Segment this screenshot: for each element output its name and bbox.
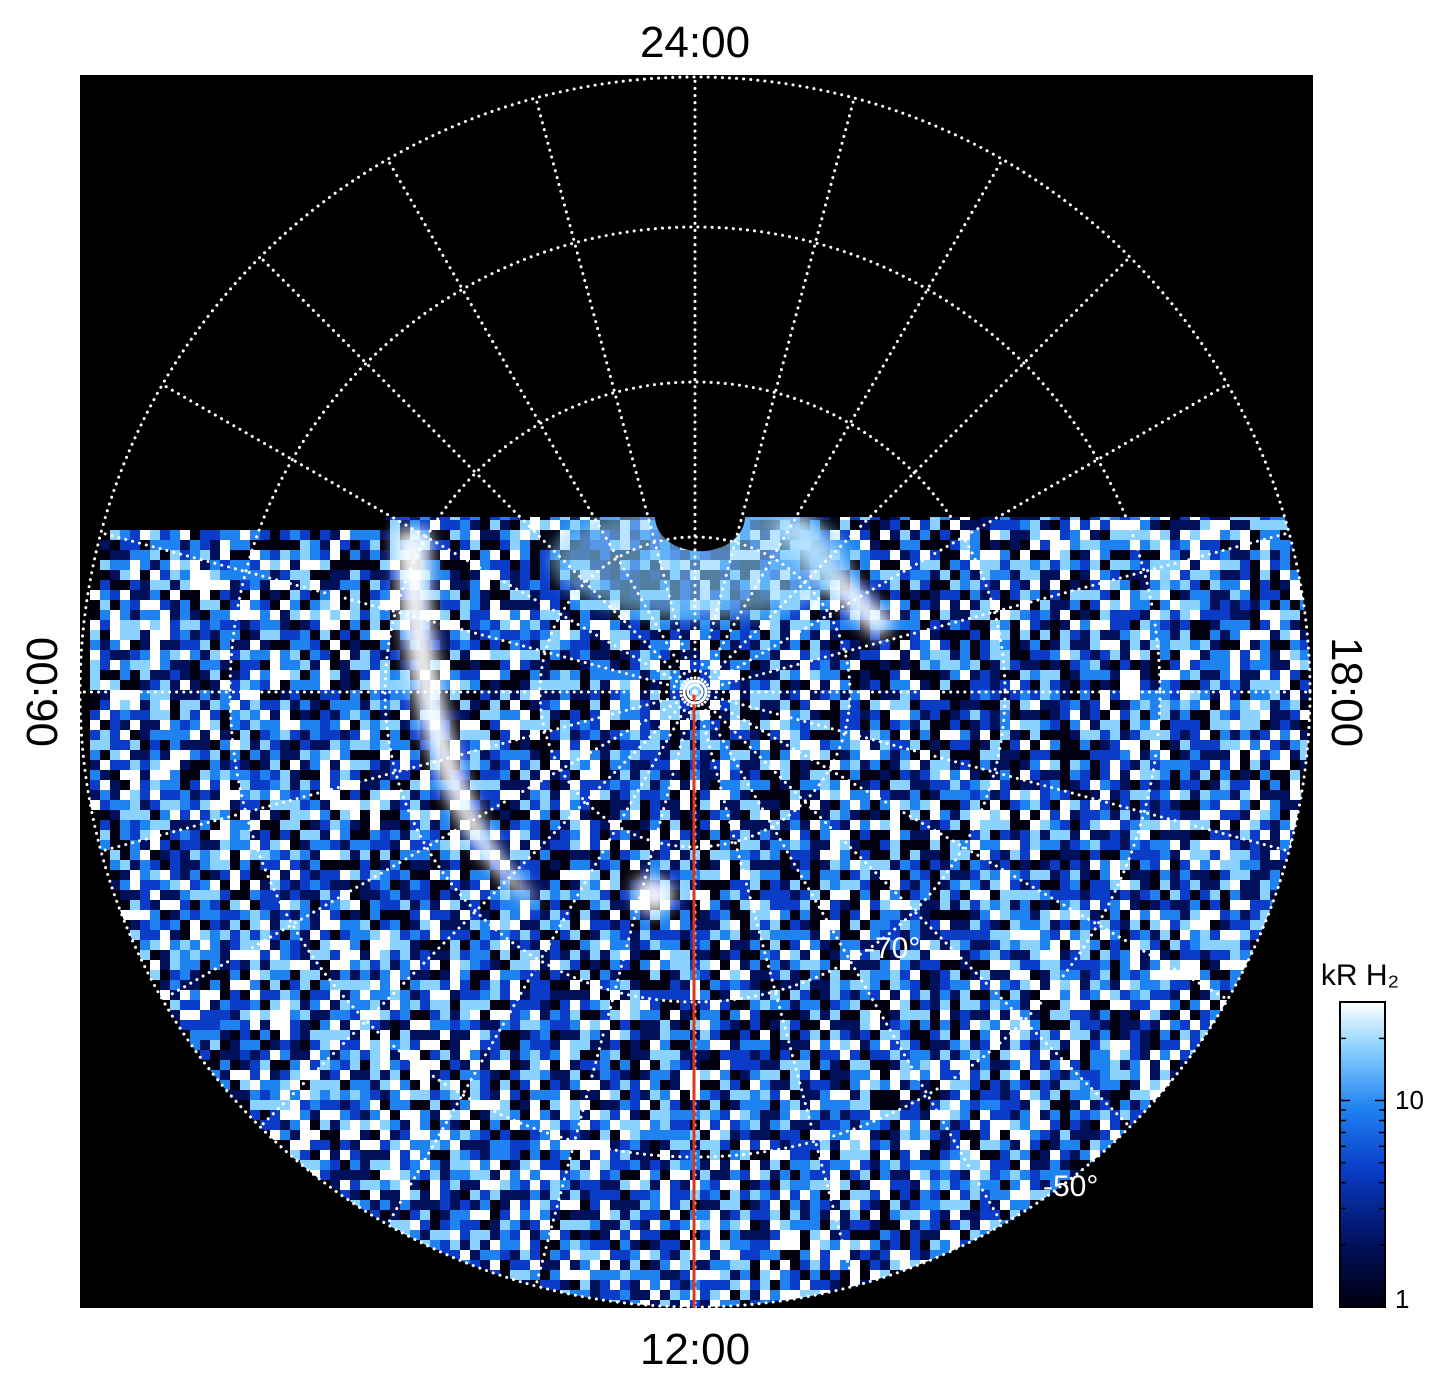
colorbar-tick-label-10: 10 — [1395, 1085, 1424, 1115]
bright-auroral-arcs — [395, 517, 895, 915]
local-time-meridian-5 — [693, 531, 1291, 694]
colorbar-ticks — [1340, 1001, 1385, 1308]
local-time-meridian-15 — [258, 690, 697, 1129]
local-time-meridian-7 — [693, 690, 1291, 853]
pole-marker-icon — [682, 679, 708, 705]
latitude-circle-2 — [383, 380, 1007, 1004]
local-time-meridian-17 — [99, 690, 697, 853]
local-time-label-left: 06:00 — [18, 637, 67, 747]
local-time-meridian-9 — [693, 690, 1132, 1129]
local-time-meridian-23 — [534, 96, 697, 694]
local-time-meridian-10 — [693, 690, 1004, 1227]
colorbar-tick-label-1: 1 — [1395, 1284, 1409, 1314]
aurora-emission-map — [90, 517, 1310, 1307]
pole-marker-dot-icon — [692, 689, 698, 695]
local-time-meridian-4 — [693, 383, 1230, 694]
local-time-meridian-2 — [693, 157, 1004, 694]
polar-coordinate-grid — [78, 75, 1312, 1309]
local-time-label-bottom: 12:00 — [640, 1325, 750, 1374]
local-time-meridian-11 — [693, 690, 856, 1288]
local-time-meridian-13 — [534, 690, 697, 1288]
colorbar-gradient — [1339, 1001, 1386, 1308]
local-time-label-top: 24:00 — [640, 18, 750, 67]
local-time-meridian-1 — [693, 96, 856, 694]
polar-cap-glow — [550, 517, 850, 620]
lat-label-70: -70° — [865, 932, 920, 965]
local-time-meridian-21 — [258, 255, 697, 694]
dawn-auroral-arc — [395, 530, 540, 905]
local-time-meridian-14 — [386, 690, 697, 1227]
local-time-meridian-20 — [160, 383, 697, 694]
local-time-meridian-8 — [693, 690, 1230, 1001]
local-time-meridian-16 — [160, 690, 697, 1001]
lat-label-50: -50° — [1043, 1170, 1098, 1203]
local-time-meridian-19 — [99, 531, 697, 694]
colorbar-title: kR H₂ — [1321, 959, 1399, 992]
colorbar: kR H₂ 10 1 — [1321, 959, 1424, 1314]
local-time-label-right: 18:00 — [1322, 637, 1371, 747]
local-time-meridian-3 — [693, 255, 1132, 694]
noon-hot-spot — [634, 876, 675, 915]
local-time-meridian-22 — [386, 157, 697, 694]
